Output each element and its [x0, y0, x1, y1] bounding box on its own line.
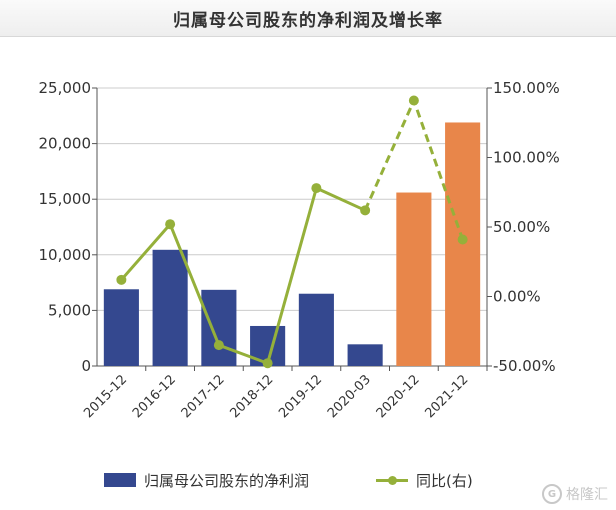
line-point-2015-12 — [116, 274, 127, 285]
watermark-text: 格隆汇 — [566, 487, 608, 503]
right-axis-tick-label: -50.00% — [493, 357, 556, 375]
line-point-2020-03 — [360, 205, 371, 216]
right-axis-tick-label: 150.00% — [493, 79, 560, 97]
left-axis-tick-label: 20,000 — [39, 135, 92, 153]
line-point-2017-12 — [213, 340, 224, 351]
x-axis-tick-label: 2020-03 — [325, 372, 374, 421]
left-axis-tick-label: 25,000 — [39, 79, 92, 97]
x-axis-tick-label: 2018-12 — [227, 372, 276, 421]
right-axis-tick-label: 100.00% — [493, 149, 560, 167]
x-axis-tick-label: 2020-12 — [374, 372, 423, 421]
bar-2017-12 — [201, 289, 237, 366]
chart-title-bar: 归属母公司股东的净利润及增长率 — [0, 0, 616, 37]
left-axis-tick-label: 0 — [81, 357, 91, 375]
line-point-2018-12 — [262, 358, 273, 369]
bar-2020-12 — [396, 192, 432, 366]
x-axis-tick-label: 2016-12 — [130, 372, 179, 421]
legend-bar-swatch — [104, 473, 136, 487]
legend-bar-label: 归属母公司股东的净利润 — [144, 471, 310, 490]
right-axis-tick-label: 0.00% — [493, 288, 541, 306]
line-point-2019-12 — [311, 183, 322, 194]
line-point-2020-12 — [408, 95, 419, 106]
x-axis-tick-label: 2019-12 — [276, 372, 325, 421]
bar-2019-12 — [298, 293, 334, 366]
right-axis-tick-label: 50.00% — [493, 218, 550, 236]
chart-canvas: 0 5,000 10,000 15,000 20,000 25,000 -50.00% 0.0… — [39, 79, 560, 421]
line-series-solid — [120, 185, 366, 366]
x-axis-tick-label: 2015-12 — [81, 372, 130, 421]
left-axis-tick-label: 15,000 — [39, 190, 92, 208]
chart-legend: 归属母公司股东的净利润 同比(右) — [0, 468, 616, 492]
line-point-2021-12 — [457, 234, 468, 245]
bar-2020-03 — [347, 344, 383, 366]
x-axis-tick-label: 2021-12 — [422, 372, 471, 421]
legend-line-label: 同比(右) — [416, 471, 473, 490]
legend-item-line: 同比(右) — [376, 468, 473, 492]
line-point-2016-12 — [165, 219, 176, 230]
chart-title: 归属母公司股东的净利润及增长率 — [173, 10, 443, 31]
bar-2016-12 — [152, 249, 188, 366]
legend-item-bar: 归属母公司股东的净利润 — [104, 468, 309, 492]
x-axis-tick-label: 2017-12 — [179, 372, 228, 421]
watermark: G 格隆汇 — [542, 484, 608, 504]
legend-line-swatch — [376, 473, 408, 487]
left-axis-tick-label: 10,000 — [39, 246, 92, 264]
left-axis-tick-label: 5,000 — [48, 301, 91, 319]
bar-2015-12 — [103, 289, 139, 366]
watermark-logo-icon: G — [542, 484, 562, 504]
